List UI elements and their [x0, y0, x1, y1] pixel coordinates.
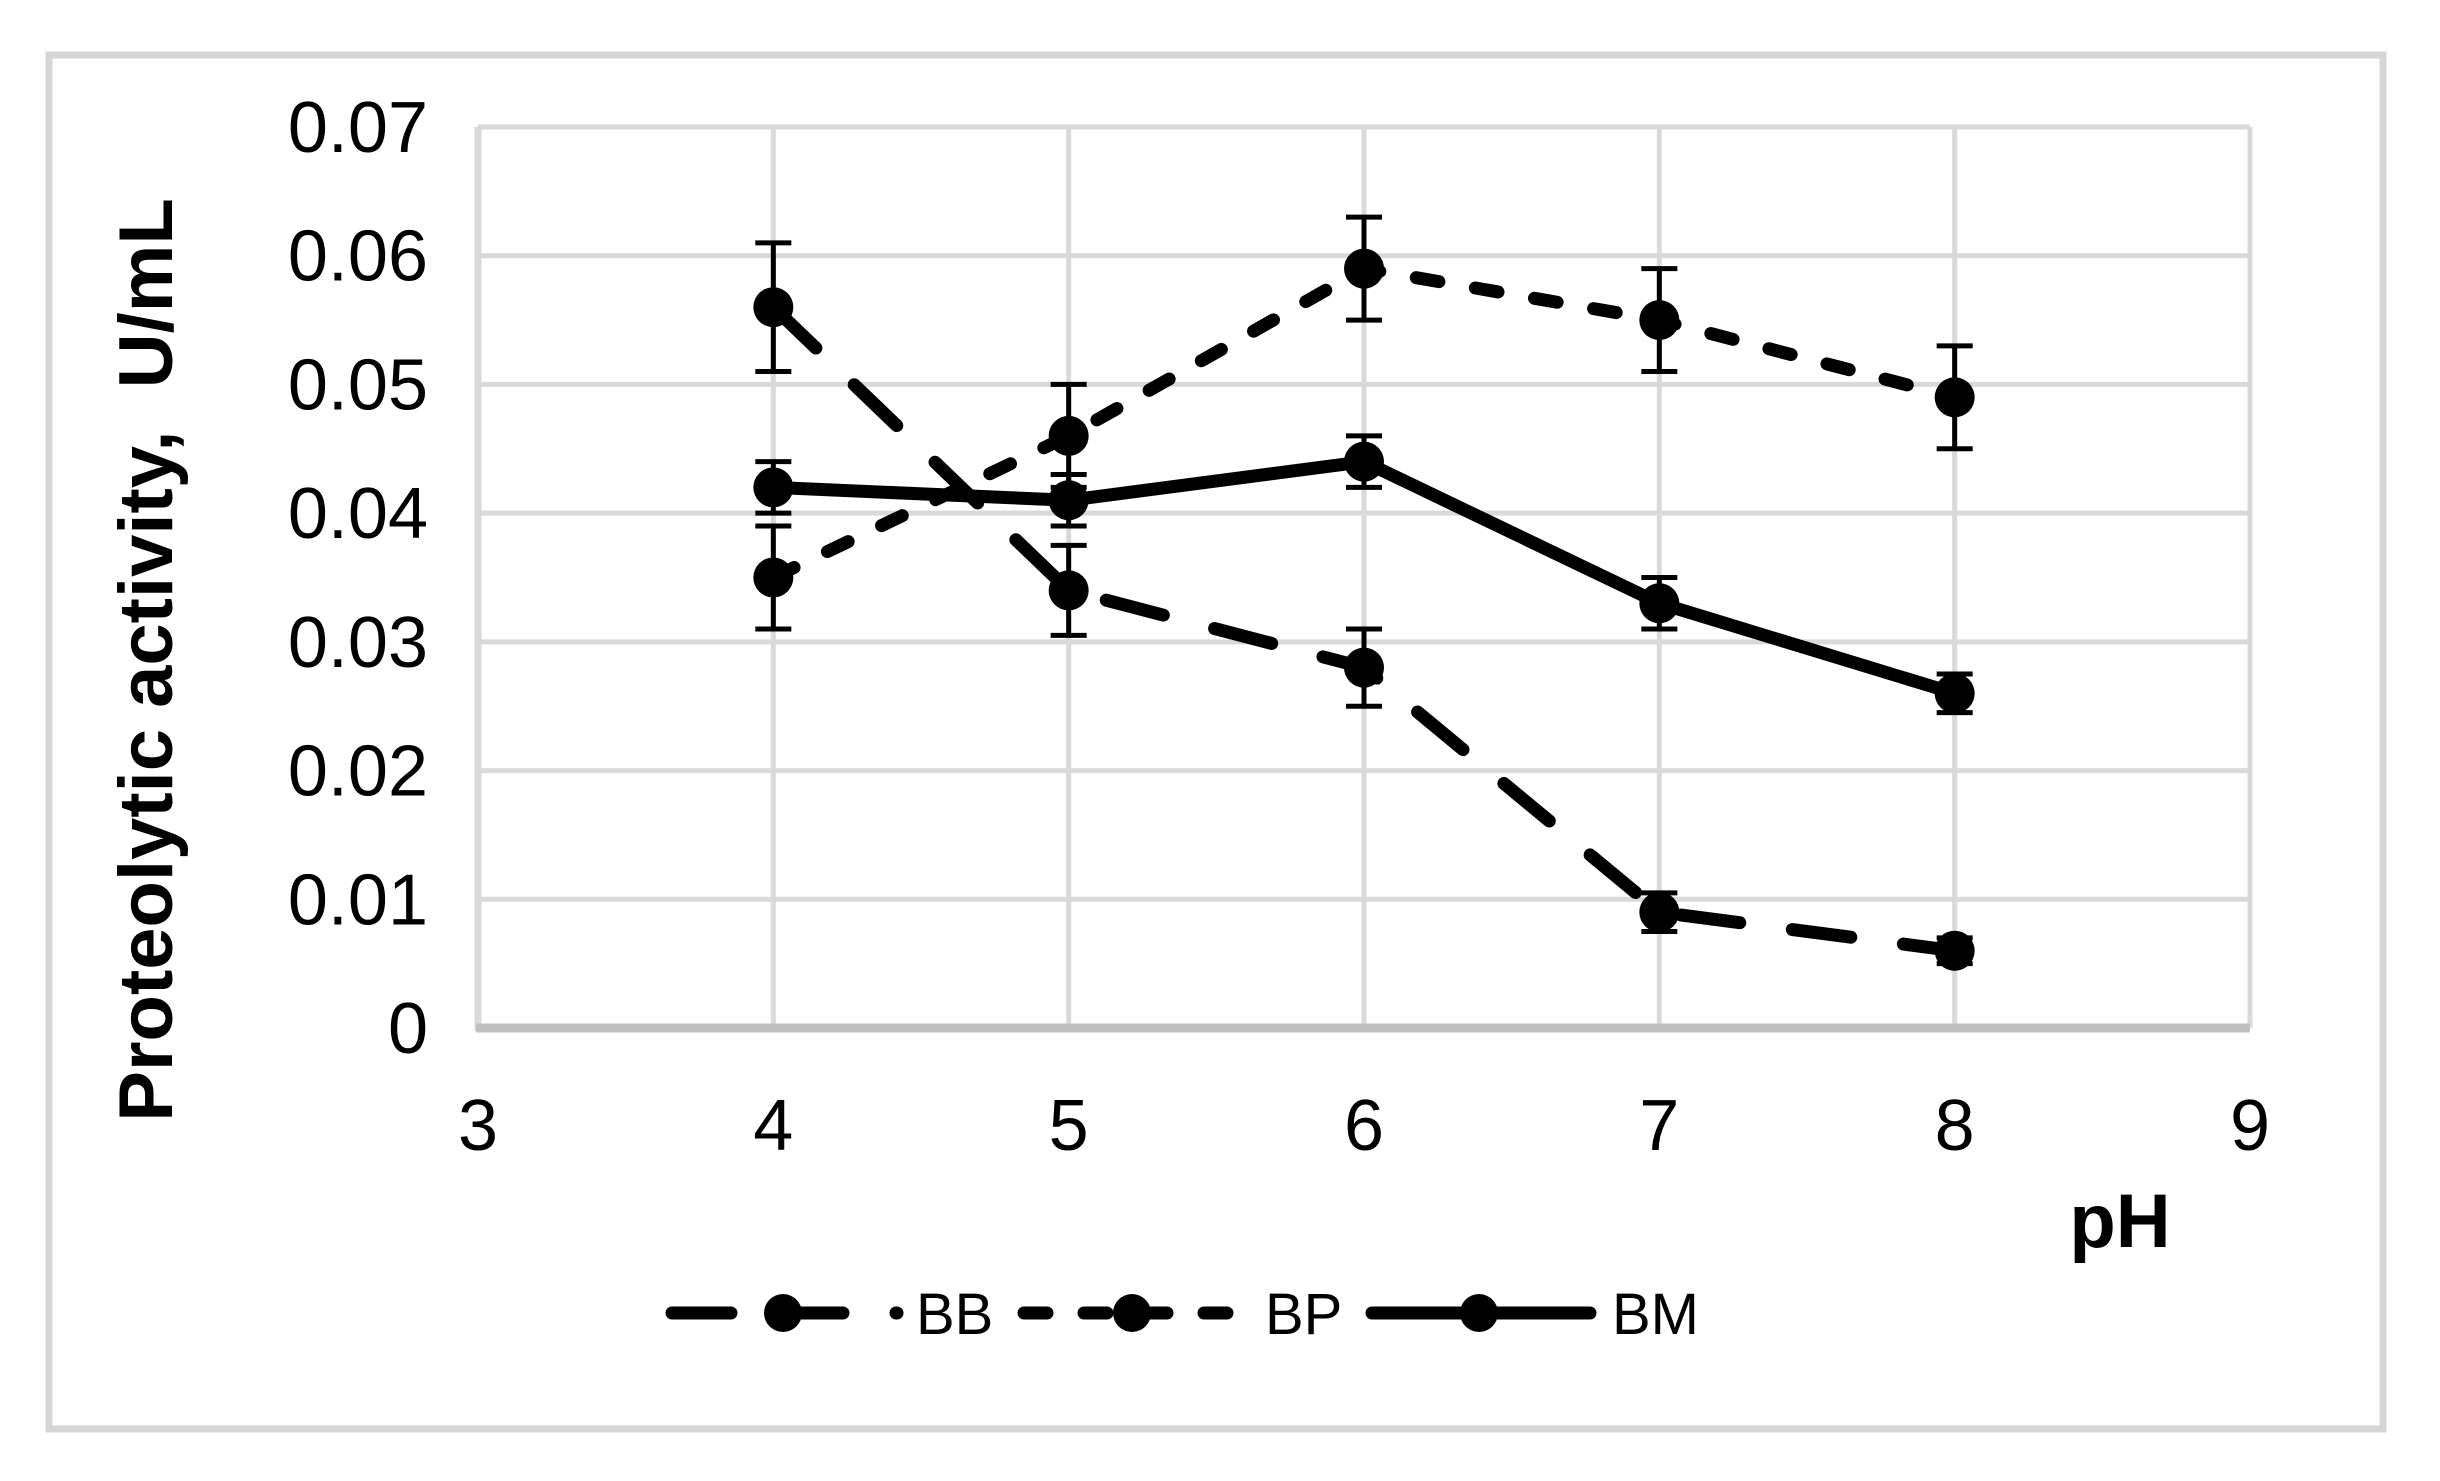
data-point-BP-pH5: [1048, 415, 1089, 456]
data-point-BB-pH7: [1639, 892, 1680, 933]
legend-label-BB: BB: [916, 1282, 993, 1347]
data-point-BB-pH8: [1934, 930, 1975, 971]
x-tick-label: 5: [1049, 1086, 1089, 1166]
tick-labels: 0 0.01 0.02 0.03 0.04 0.05 0.06 0.07 3 4 5 6 7 8 9: [288, 88, 2270, 1166]
data-point-BB-pH4: [753, 287, 794, 328]
x-axis-title: pH: [2069, 1179, 2170, 1264]
y-axis-title: Proteolytic activity, U/mL: [104, 198, 189, 1122]
data-point-BM-pH7: [1639, 583, 1680, 624]
data-point-BB-pH5: [1048, 570, 1089, 611]
legend-marker: [1113, 1294, 1151, 1332]
data-point-BP-pH6: [1344, 248, 1384, 289]
y-tick-label: 0.05: [288, 345, 428, 425]
y-tick-label: 0.07: [288, 88, 428, 168]
legend-item-BM: BM: [1365, 1282, 1699, 1347]
data-point-BM-pH5: [1048, 480, 1089, 521]
legend-label-BP: BP: [1265, 1282, 1342, 1347]
series-BM: [753, 433, 1975, 716]
legend: BB BP BM: [665, 1282, 1699, 1347]
y-tick-label: 0.02: [288, 732, 428, 812]
x-tick-label: 9: [2230, 1086, 2270, 1166]
legend-marker: [1460, 1294, 1498, 1332]
x-tick-label: 7: [1639, 1086, 1679, 1166]
legend-item-BP: BP: [1017, 1282, 1342, 1347]
y-tick-label: 0.01: [288, 860, 428, 940]
y-tick-label: 0: [388, 989, 428, 1069]
x-tick-label: 6: [1344, 1086, 1384, 1166]
data-point-BP-pH4: [753, 557, 794, 598]
x-tick-label: 3: [458, 1086, 498, 1166]
data-point-BP-pH7: [1639, 300, 1680, 341]
y-tick-label: 0.03: [288, 603, 428, 683]
data-point-BP-pH8: [1934, 377, 1975, 418]
x-tick-label: 4: [753, 1086, 793, 1166]
y-tick-label: 0.06: [288, 217, 428, 297]
data-point-BM-pH8: [1934, 673, 1975, 714]
data-point-BM-pH6: [1344, 441, 1384, 482]
figure-border: [45, 51, 2387, 1433]
data-series: [753, 214, 1975, 971]
x-tick-label: 8: [1935, 1086, 1975, 1166]
legend-label-BM: BM: [1612, 1282, 1699, 1347]
legend-marker: [764, 1294, 802, 1332]
data-point-BB-pH6: [1344, 647, 1384, 688]
axes: [474, 127, 2250, 1033]
legend-item-BB: BB: [665, 1282, 993, 1347]
data-point-BM-pH4: [753, 467, 794, 508]
y-tick-label: 0.04: [288, 474, 428, 554]
